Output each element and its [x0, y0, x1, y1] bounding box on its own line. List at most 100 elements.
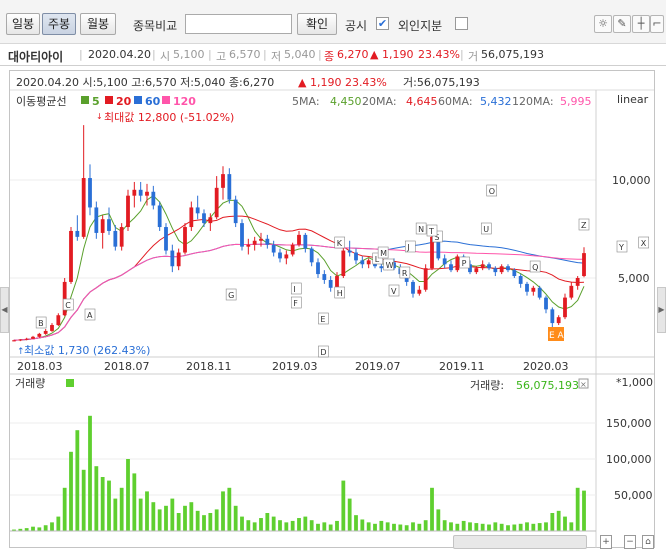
candle-body — [271, 244, 276, 253]
volume-bar — [75, 430, 80, 531]
zoom-out-icon[interactable]: − — [624, 535, 636, 549]
marker-box — [35, 316, 47, 329]
marker-label: H — [337, 289, 343, 298]
pencil-icon[interactable]: ✎ — [613, 15, 631, 33]
candle-body — [132, 189, 137, 196]
candle-body — [157, 205, 162, 228]
volume-bar — [328, 524, 333, 531]
marker-label: F — [293, 299, 298, 308]
candle-body — [442, 258, 447, 265]
daily-button[interactable]: 일봉 — [6, 13, 40, 35]
candle-body — [341, 250, 346, 277]
volume-bar — [461, 520, 466, 531]
candle-body — [69, 230, 73, 282]
volume-bar — [537, 523, 542, 531]
marker-box — [318, 312, 329, 325]
weekly-button[interactable]: 주봉 — [42, 13, 76, 35]
candle-body — [290, 244, 295, 255]
compare-label: 종목비교 — [133, 19, 178, 33]
volume-bar — [582, 490, 586, 531]
reset-icon[interactable]: ⌂ — [642, 535, 654, 549]
lightbulb-icon[interactable]: ☼ — [594, 15, 612, 33]
volume-bar — [316, 523, 320, 531]
candle-body — [284, 254, 289, 259]
horizontal-scrollbar[interactable] — [453, 535, 587, 549]
ma20-label: 20 — [116, 95, 132, 108]
candle-body — [18, 339, 23, 341]
chart-header-ohlc: 2020.04.20 시:5,100 고:6,570 저:5,040 종:6,2… — [16, 76, 274, 89]
confirm-button[interactable]: 확인 — [297, 13, 337, 35]
ma5-label: 5 — [92, 95, 100, 108]
disclosure-checkbox[interactable]: ✔ — [376, 17, 389, 30]
volume-bars — [12, 415, 586, 531]
low-icon: 저 — [271, 50, 282, 63]
candle-body — [474, 268, 479, 273]
disclosure-badge[interactable] — [548, 327, 564, 341]
foreign-checkbox[interactable] — [455, 17, 468, 30]
candle-body — [107, 219, 111, 231]
candle-body — [240, 223, 244, 247]
marker-label: C — [65, 301, 71, 310]
volume-bar — [202, 515, 206, 531]
date-tick-5: 2019.07 — [355, 360, 401, 373]
candle-body — [512, 270, 517, 277]
disclosure-label: 공시 — [345, 19, 368, 33]
volume-bar — [278, 520, 282, 531]
candle-body — [202, 213, 206, 224]
volume-bar — [12, 529, 16, 531]
candle-body — [151, 191, 156, 206]
monthly-button[interactable]: 월봉 — [80, 13, 116, 35]
volume-bar — [442, 520, 447, 531]
candle-body — [550, 309, 555, 324]
volume-bar — [145, 491, 149, 531]
scroll-left-icon[interactable]: ◀ — [0, 287, 9, 333]
scale-mode[interactable]: linear — [617, 93, 649, 106]
volume-swatch — [66, 379, 74, 387]
low-value: 5,040 — [284, 48, 316, 61]
compare-input[interactable] — [185, 14, 292, 34]
date-tick-6: 2019.11 — [439, 360, 485, 373]
zoom-in-icon[interactable]: + — [600, 535, 612, 549]
candle-body — [575, 278, 580, 286]
change-value: ▲ 1,190 — [370, 48, 414, 61]
candle-body — [569, 285, 574, 298]
marker-box — [480, 222, 492, 235]
candle-body — [335, 276, 339, 288]
price-tick-10000: 10,000 — [612, 174, 651, 187]
candle-body — [468, 264, 472, 273]
date-tick-7: 2020.03 — [523, 360, 569, 373]
candlestick-series — [12, 125, 586, 342]
ma60-value: 5,432 — [480, 95, 512, 108]
candle-body — [423, 268, 428, 290]
volume-bar — [69, 451, 73, 531]
candle-body — [138, 189, 143, 196]
volume-bar — [322, 522, 327, 531]
marker-label: N — [418, 225, 424, 234]
volume-bar — [385, 522, 390, 531]
volume-bar — [468, 522, 472, 531]
tool-menu-icon[interactable]: ⌐ — [650, 15, 664, 33]
ma120-value: 5,995 — [560, 95, 592, 108]
candle-body — [227, 174, 232, 200]
candle-body — [563, 297, 567, 318]
svg-text:↓: ↓ — [96, 112, 103, 121]
svg-text:×: × — [580, 380, 587, 389]
event-markers: A B C D E F G H I J K LM N O P Q R ST U V W X Y Z — [35, 184, 650, 358]
volume-value: 56,075,193 — [481, 48, 544, 61]
volume-close-icon[interactable] — [578, 378, 589, 389]
marker-label: G — [228, 291, 234, 300]
volume-bar — [487, 524, 491, 531]
volume-bar — [347, 498, 352, 531]
volume-bar — [221, 491, 225, 531]
marker-label: B — [38, 319, 44, 328]
marker-box — [290, 282, 302, 295]
volume-bar — [360, 519, 365, 531]
candle-body — [525, 283, 529, 292]
candle-body — [328, 279, 333, 288]
foreign-label: 외인지분 — [398, 19, 443, 33]
volume-title: 거래량 — [15, 377, 45, 390]
crosshair-icon[interactable]: ┼ — [632, 15, 650, 33]
volume-bar — [37, 527, 42, 531]
date-tick-2: 2018.07 — [104, 360, 150, 373]
